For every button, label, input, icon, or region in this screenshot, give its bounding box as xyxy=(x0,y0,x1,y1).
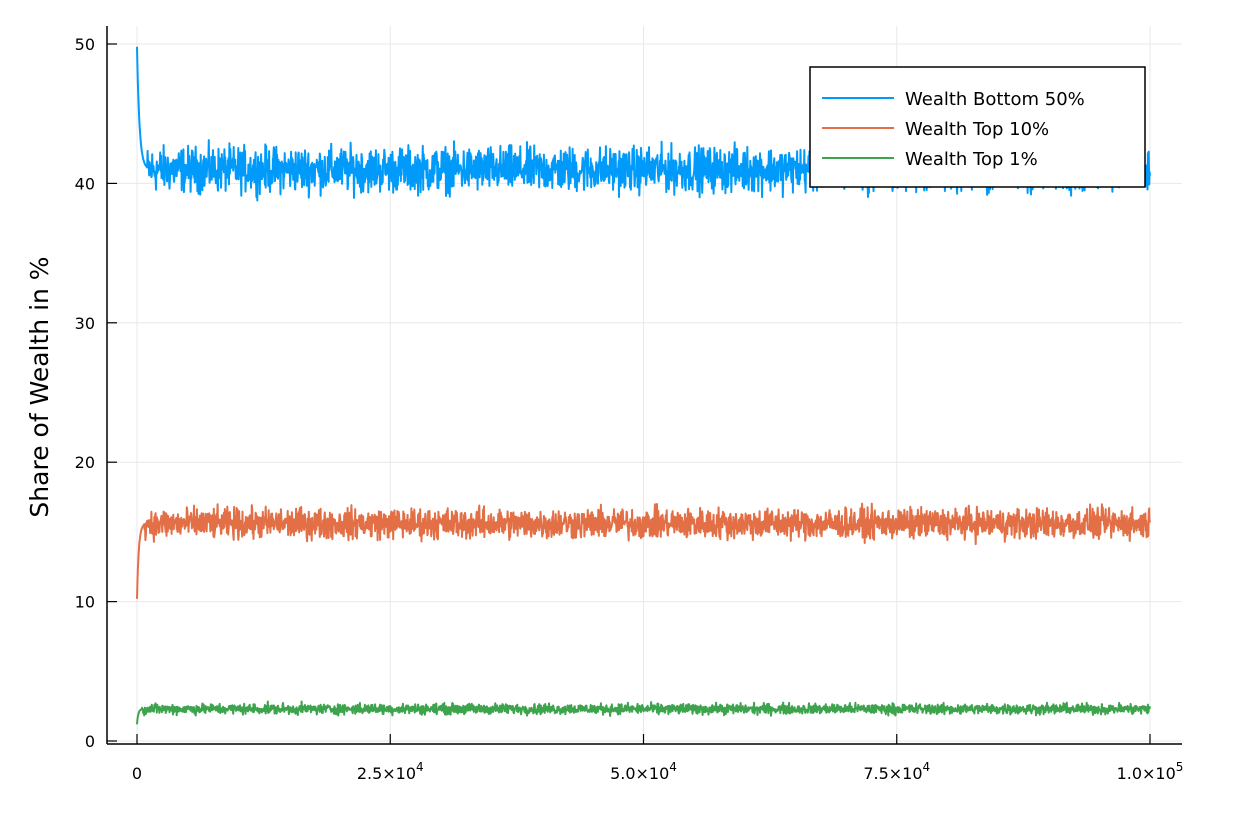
x-tick-label: 5.0×104 xyxy=(610,760,677,783)
y-ticks: 0 10 20 30 40 50 xyxy=(75,35,117,751)
y-tick-label: 0 xyxy=(85,732,95,751)
x-tick-label: 0 xyxy=(132,764,142,783)
y-tick-label: 10 xyxy=(75,593,95,612)
legend-label: Wealth Bottom 50% xyxy=(905,89,1085,110)
legend-label: Wealth Top 10% xyxy=(905,119,1049,140)
y-tick-label: 30 xyxy=(75,314,95,333)
x-tick-label: 7.5×104 xyxy=(863,760,930,783)
y-tick-label: 50 xyxy=(75,35,95,54)
y-tick-label: 20 xyxy=(75,453,95,472)
series-line-2 xyxy=(136,700,1151,725)
series-line-1 xyxy=(136,502,1151,599)
x-ticks: 0 2.5×104 5.0×104 7.5×104 1.0×105 xyxy=(132,734,1184,783)
y-axis-label: Share of Wealth in % xyxy=(25,256,54,517)
legend: Wealth Bottom 50% Wealth Top 10% Wealth To… xyxy=(809,66,1146,188)
y-tick-label: 40 xyxy=(75,174,95,193)
x-tick-label: 1.0×105 xyxy=(1117,760,1184,783)
x-tick-label: 2.5×104 xyxy=(357,760,424,783)
legend-label: Wealth Top 1% xyxy=(905,149,1038,170)
